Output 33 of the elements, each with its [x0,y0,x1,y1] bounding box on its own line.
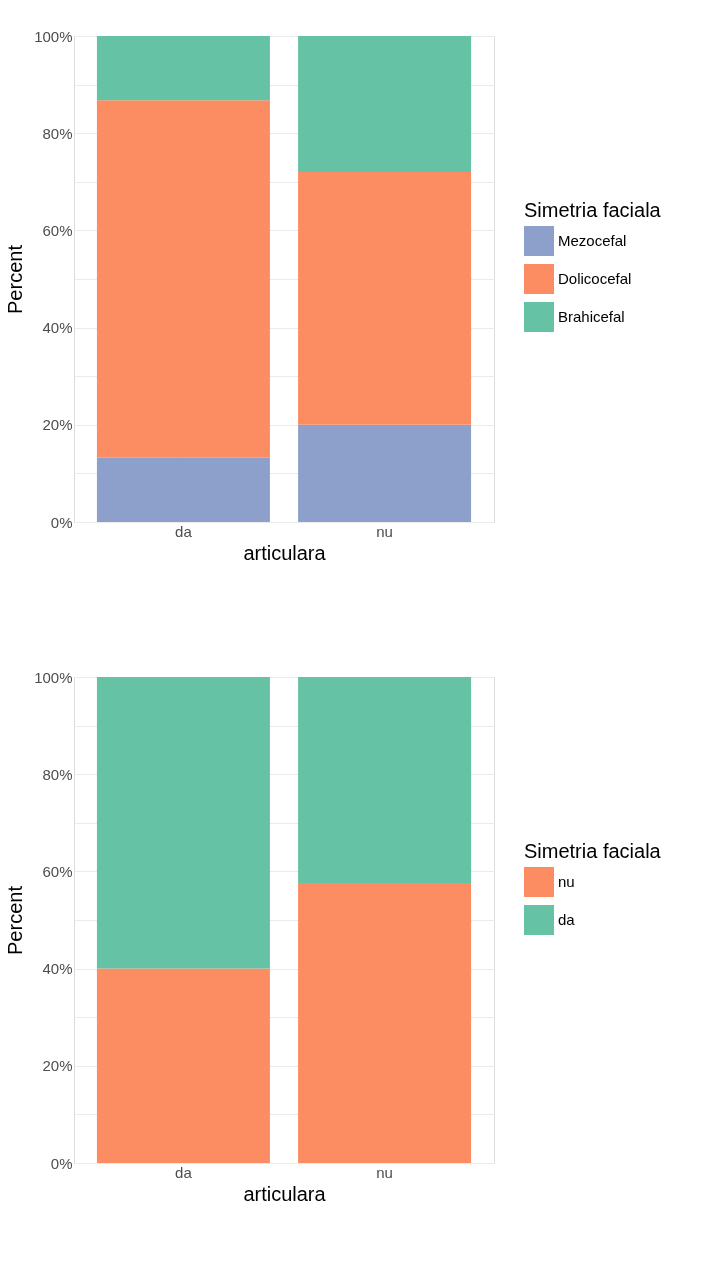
y-tick-label: 100% [34,27,73,45]
legend-title: Simetria faciala [524,199,662,221]
bar [298,883,472,1163]
legend-label: Mezocefal [558,232,627,249]
y-tick-label: 20% [42,1057,73,1075]
y-axis-title: Percent [4,885,27,955]
x-axis-title: articulara [243,1182,327,1205]
y-tick-label: 40% [42,319,73,337]
bar [298,172,472,425]
y-tick-label: 100% [34,668,73,686]
y-tick-label: 60% [42,862,73,880]
x-axis-title: articulara [243,541,327,564]
bar [96,457,270,522]
bar [298,677,472,884]
bar [96,677,270,969]
bar [298,36,472,173]
legend-label: Dolicocefal [558,270,632,287]
legend-label: da [558,911,576,928]
bar [96,36,270,101]
y-tick-label: 80% [42,124,73,142]
y-tick-label: 20% [42,416,73,434]
y-tick-label: 60% [42,221,73,239]
y-tick-label: 0% [50,513,73,531]
y-tick-label: 0% [50,1154,73,1172]
y-axis-title: Percent [4,244,27,314]
bar [298,424,472,522]
bar [96,968,270,1163]
bar [96,100,270,458]
legend-label: nu [558,873,575,890]
y-tick-label: 40% [42,960,73,978]
legend-title: Simetria faciala [524,840,662,862]
legend-label: Brahicefal [558,308,625,325]
y-tick-label: 80% [42,765,73,783]
